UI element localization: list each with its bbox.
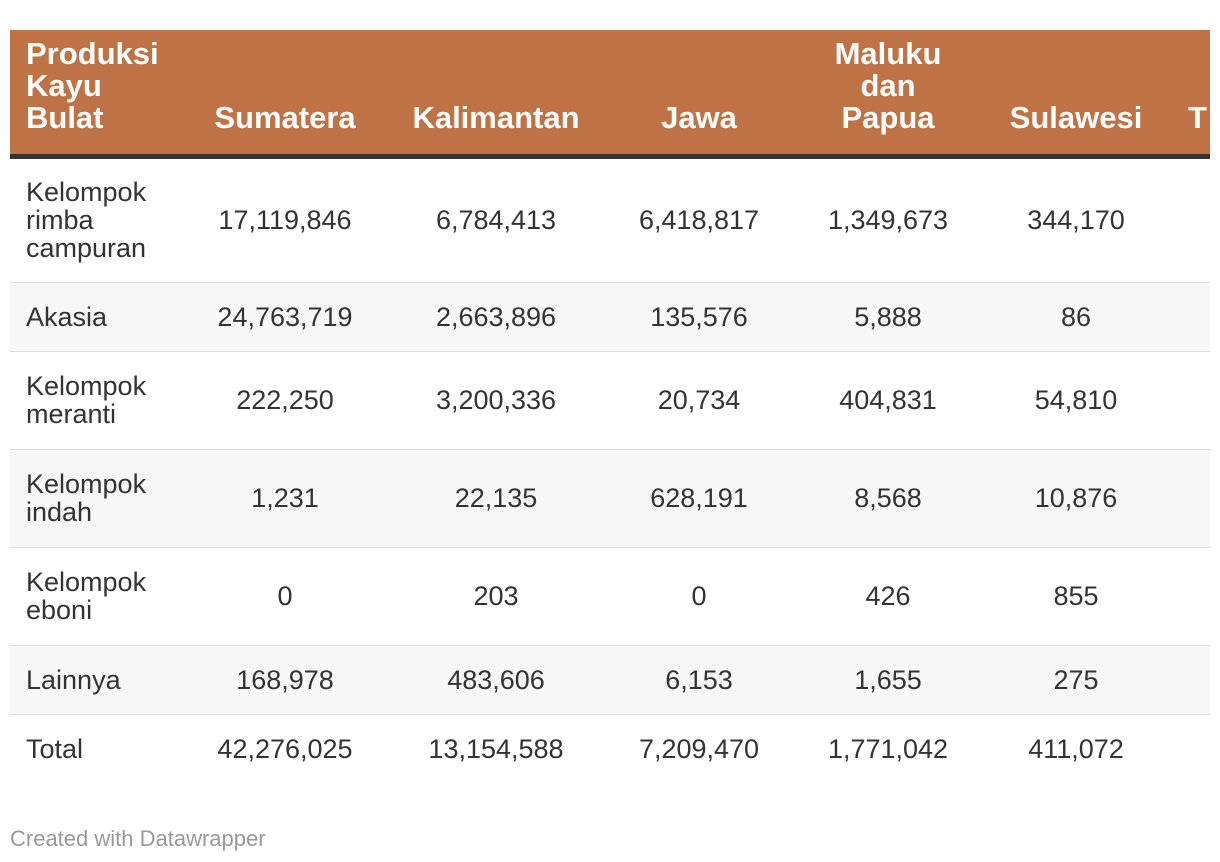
table-cell: 222,250 [188, 351, 382, 450]
row-label: Kelompok meranti [10, 351, 188, 450]
table-cell: 17,119,846 [188, 156, 382, 283]
table-cell: 426 [788, 547, 988, 646]
table-cell: 0 [610, 547, 788, 646]
table-row: Lainnya 168,978 483,606 6,153 1,655 275 [10, 645, 1210, 715]
row-label: Kelompok indah [10, 449, 188, 548]
table-cell: 855 [988, 547, 1164, 646]
table-cell: 404,831 [788, 351, 988, 450]
table-cell [1164, 547, 1210, 646]
table-cell: 275 [988, 645, 1164, 715]
table-row: Kelompok rimba campuran 17,119,846 6,784… [10, 156, 1210, 283]
table-cell: 135,576 [610, 282, 788, 352]
table-row: Kelompok meranti 222,250 3,200,336 20,73… [10, 351, 1210, 450]
wood-production-table: Produksi Kayu Bulat Sumatera Kalimantan … [10, 30, 1210, 783]
row-label: Kelompok rimba campuran [10, 156, 188, 283]
table-cell [1164, 645, 1210, 715]
table-cell: 6,784,413 [382, 156, 610, 283]
table-cell: 3,200,336 [382, 351, 610, 450]
table-cell: 1,349,673 [788, 156, 988, 283]
table-cell: 344,170 [988, 156, 1164, 283]
table-cell: 411,072 [1028, 733, 1124, 764]
table-header: Produksi Kayu Bulat Sumatera Kalimantan … [10, 30, 1210, 159]
table-row: Kelompok eboni 0 203 0 426 855 [10, 547, 1210, 646]
header-row: Produksi Kayu Bulat Sumatera Kalimantan … [10, 30, 1210, 159]
table-cell: 13,154,588 [428, 733, 564, 764]
table-cell: 24,763,719 [188, 282, 382, 352]
table-cell: 22,135 [382, 449, 610, 548]
table-cell: 0 [188, 547, 382, 646]
column-header-maluku-papua[interactable]: Maluku dan Papua [788, 30, 988, 159]
table-row: Kelompok indah 1,231 22,135 628,191 8,56… [10, 449, 1210, 548]
table-cell [1164, 714, 1210, 783]
data-table-container: Produksi Kayu Bulat Sumatera Kalimantan … [10, 30, 1210, 783]
table-cell: 1,231 [188, 449, 382, 548]
table-body: Kelompok rimba campuran 17,119,846 6,784… [10, 156, 1210, 783]
table-cell: 20,734 [610, 351, 788, 450]
column-header-sumatera[interactable]: Sumatera [188, 30, 382, 159]
table-cell [1164, 449, 1210, 548]
table-cell: 7,209,470 [638, 733, 760, 764]
row-label: Total [26, 733, 84, 764]
table-cell: 5,888 [788, 282, 988, 352]
table-cell: 54,810 [988, 351, 1164, 450]
total-row: Total 42,276,025 13,154,588 7,209,470 1,… [10, 714, 1210, 783]
table-cell: 203 [382, 547, 610, 646]
column-header-product[interactable]: Produksi Kayu Bulat [10, 30, 188, 159]
table-cell: 6,153 [610, 645, 788, 715]
table-cell: 1,771,042 [827, 733, 949, 764]
row-label: Akasia [10, 282, 188, 352]
datawrapper-credit[interactable]: Created with Datawrapper [10, 826, 266, 851]
column-header-kalimantan[interactable]: Kalimantan [382, 30, 610, 159]
table-cell: 1,655 [788, 645, 988, 715]
table-cell [1164, 351, 1210, 450]
table-cell: 10,876 [988, 449, 1164, 548]
table-cell [1164, 282, 1210, 352]
row-label: Kelompok eboni [10, 547, 188, 646]
table-cell: 6,418,817 [610, 156, 788, 283]
column-header-jawa[interactable]: Jawa [610, 30, 788, 159]
table-cell: 628,191 [610, 449, 788, 548]
column-header-sulawesi[interactable]: Sulawesi [988, 30, 1164, 159]
row-label: Lainnya [10, 645, 188, 715]
table-cell: 86 [988, 282, 1164, 352]
column-header-total-truncated[interactable]: T [1164, 30, 1210, 159]
table-row: Akasia 24,763,719 2,663,896 135,576 5,88… [10, 282, 1210, 352]
table-cell: 168,978 [188, 645, 382, 715]
table-cell: 2,663,896 [382, 282, 610, 352]
table-cell: 42,276,025 [217, 733, 353, 764]
table-cell: 483,606 [382, 645, 610, 715]
table-cell: 8,568 [788, 449, 988, 548]
table-cell [1164, 156, 1210, 283]
